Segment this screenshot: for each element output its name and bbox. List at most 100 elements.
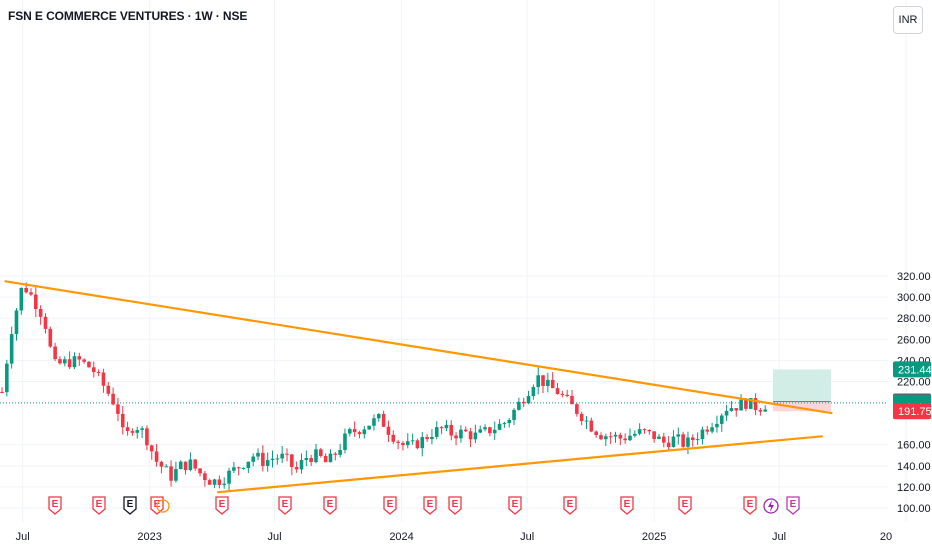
candle-body: [454, 435, 458, 439]
candle-body: [154, 451, 159, 462]
candle-body: [715, 423, 719, 428]
candle-body: [77, 356, 82, 360]
candle-body: [439, 427, 444, 429]
marker-label: E: [682, 499, 689, 510]
candle-body: [584, 420, 589, 422]
candle-body: [261, 452, 265, 466]
candle-body: [125, 427, 130, 432]
candle-body: [222, 483, 227, 485]
candle-body: [275, 458, 280, 460]
candle-body: [362, 429, 367, 435]
dividend-icon: [156, 499, 170, 513]
candle-body: [101, 372, 106, 386]
trendlines[interactable]: [4, 280, 833, 494]
candle-body: [58, 359, 62, 364]
candle-body: [705, 429, 710, 432]
candle-body: [212, 479, 217, 485]
marker-shape: [323, 496, 337, 515]
candle-body: [207, 480, 212, 485]
x-tick-label: Jul: [772, 531, 786, 543]
candle-body: [140, 428, 144, 431]
candle-body: [164, 466, 169, 468]
candle-body: [401, 442, 405, 446]
candle-body: [690, 437, 695, 441]
x-tick-label: Jul: [520, 531, 534, 543]
candle-body: [82, 359, 86, 362]
y-axis: 320.00300.00280.00260.00240.00220.00160.…: [897, 271, 931, 515]
candle-body: [483, 427, 487, 430]
candle-body: [19, 287, 24, 311]
candle-body: [188, 459, 193, 471]
marker-label: E: [127, 499, 134, 510]
y-tick-label: 120.00: [897, 482, 931, 494]
candle-body: [251, 456, 255, 462]
marker-shape: [678, 496, 692, 515]
candle-body: [120, 413, 125, 428]
candle-body: [410, 440, 415, 442]
candle-body: [227, 470, 231, 484]
candle-body: [570, 396, 574, 405]
trendline-lower: [216, 435, 823, 494]
candle-body: [270, 458, 275, 461]
earnings-marker: E: [508, 496, 522, 515]
candle-body: [178, 461, 183, 470]
candle-body: [492, 429, 497, 434]
marker-shape: [620, 496, 634, 515]
y-tick-label: 140.00: [897, 461, 931, 473]
candle-body: [637, 429, 642, 434]
earnings-marker: E: [448, 496, 462, 515]
x-tick-label: Jul: [268, 531, 282, 543]
candle-body: [14, 310, 19, 335]
candle-body: [285, 453, 289, 455]
candle-body: [314, 449, 318, 463]
candle-body: [724, 410, 729, 416]
candle-body: [328, 453, 333, 463]
x-tick-label: Jul: [16, 531, 30, 543]
candle-body: [623, 438, 627, 441]
candle-body: [594, 431, 598, 436]
price-labels: 231.44200.99199.664d 5h191.75: [893, 361, 932, 420]
price-label-text: 231.44: [898, 364, 932, 376]
candle-body: [512, 409, 516, 421]
y-tick-label: 160.00: [897, 440, 931, 452]
candle-body: [149, 445, 154, 452]
candle-body: [309, 457, 313, 463]
candle-body: [159, 461, 164, 467]
candle-body: [676, 434, 681, 437]
candle-body: [217, 479, 222, 485]
candle-body: [203, 473, 207, 481]
candle-body: [241, 467, 246, 469]
candle-body: [174, 469, 178, 481]
currency-button[interactable]: INR: [893, 6, 923, 34]
candle-body: [695, 439, 700, 441]
x-axis: Jul 2023 Jul 2024 Jul 2025 Jul 20: [16, 531, 892, 543]
earnings-marker: E: [278, 496, 292, 515]
candle-body: [183, 461, 188, 471]
price-label-bg: [893, 403, 931, 420]
candle-body: [758, 410, 763, 412]
candle-body: [579, 413, 584, 422]
candle-body: [420, 437, 425, 449]
marker-shape: [563, 496, 577, 515]
marker-shape: [383, 496, 397, 515]
candle-body: [294, 467, 299, 470]
y-tick-label: 300.00: [897, 292, 931, 304]
x-tick-label: 2025: [642, 531, 666, 543]
earnings-marker: E: [48, 496, 62, 515]
candle-body: [652, 431, 656, 440]
candle-body: [72, 356, 77, 368]
candle-body: [531, 387, 536, 397]
candle-body: [280, 453, 284, 459]
earnings-marker: E: [383, 496, 397, 515]
candle-body: [604, 436, 608, 440]
candle-body: [169, 466, 173, 481]
candle-body: [405, 441, 410, 446]
candle-body: [338, 449, 342, 455]
candle-body: [541, 375, 545, 386]
candle-body: [333, 453, 338, 455]
marker-label: E: [452, 499, 459, 510]
marker-shape: [215, 496, 229, 515]
candle-body: [9, 334, 14, 364]
x-tick-label: 2024: [389, 531, 413, 543]
